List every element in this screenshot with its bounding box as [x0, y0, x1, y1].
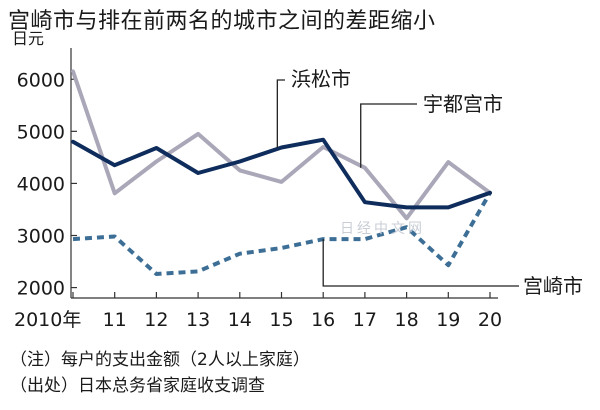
legend-leader — [322, 239, 519, 287]
legend-label: 宫崎市 — [523, 274, 583, 298]
legend-label: 浜松市 — [291, 67, 351, 91]
x-tick-label: 18 — [395, 309, 419, 331]
x-tick-label: 11 — [103, 309, 127, 331]
x-tick-label: 14 — [228, 309, 252, 331]
x-tick-label: 19 — [436, 309, 460, 331]
y-tick-label: 3000 — [17, 226, 65, 248]
legend-leader — [276, 79, 285, 148]
chart-title: 宫崎市与排在前两名的城市之间的差距缩小 — [8, 9, 436, 34]
series-line-2 — [71, 69, 492, 221]
x-tick-label: 20 — [478, 309, 502, 331]
legend-leader — [360, 103, 417, 168]
y-tick-label: 6000 — [17, 69, 65, 91]
chart-source: （出处）日本总务省家庭收支调查 — [10, 376, 265, 396]
series-line-1 — [71, 137, 492, 210]
watermark: 日经中文网 — [340, 221, 425, 237]
x-tick-label: 15 — [269, 309, 293, 331]
x-tick-label: 13 — [186, 309, 210, 331]
x-tick-label: 2010年 — [14, 309, 81, 331]
y-tick-label: 4000 — [17, 173, 65, 195]
x-tick-label: 12 — [144, 309, 168, 331]
series-line-3 — [72, 191, 492, 276]
chart-note: （注）每户的支出金额（2人以上家庭） — [10, 350, 310, 370]
x-tick-label: 17 — [353, 309, 377, 331]
y-tick-label: 5000 — [17, 121, 65, 143]
x-tick-label: 16 — [311, 309, 335, 331]
y-tick-label: 2000 — [17, 278, 65, 300]
y-unit-label: 日元 — [12, 29, 44, 48]
legend-label: 宇都宫市 — [423, 92, 503, 116]
